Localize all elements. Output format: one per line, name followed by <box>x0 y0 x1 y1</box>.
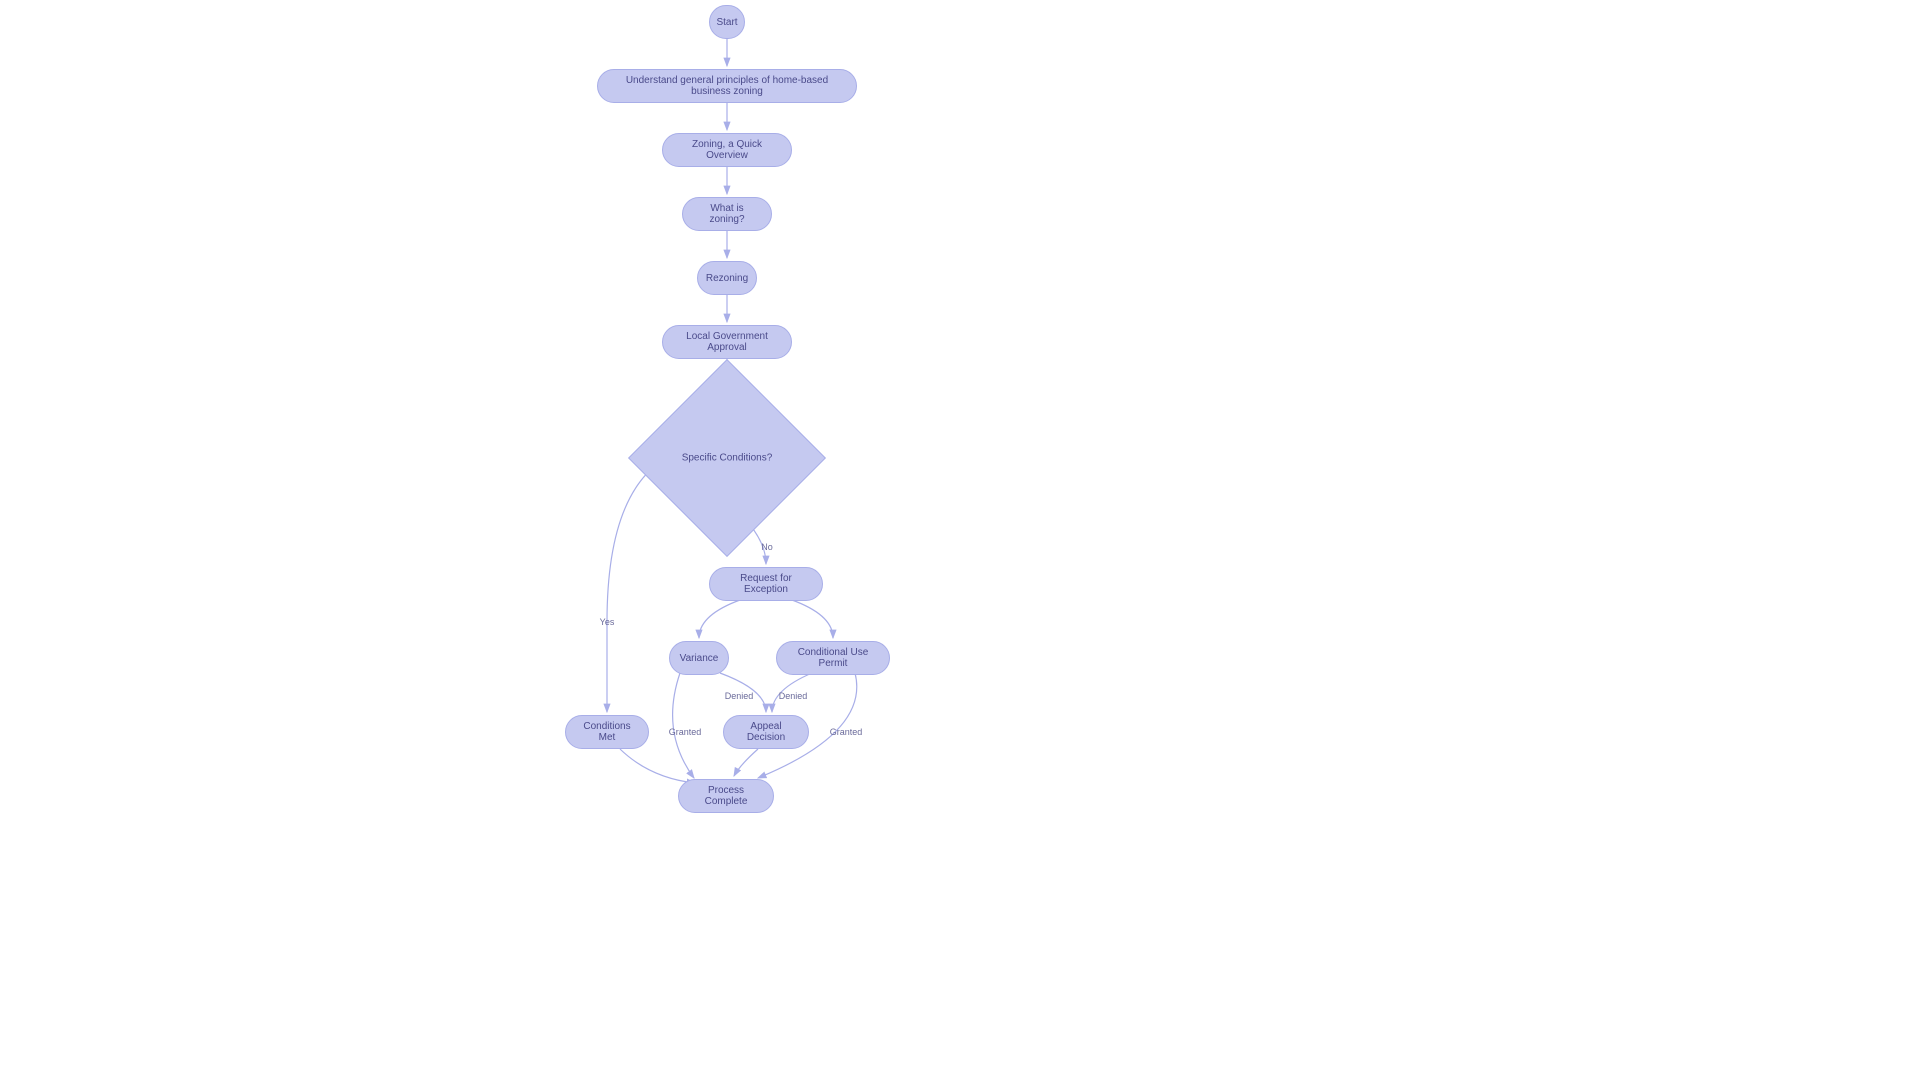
edge-label-cup-complete: Granted <box>830 727 863 737</box>
node-start-label: Start <box>716 17 737 28</box>
node-complete: Process Complete <box>678 779 774 813</box>
node-variance: Variance <box>669 641 729 675</box>
node-reqexc: Request for Exception <box>709 567 823 601</box>
edge-label-conditions-reqexc: No <box>761 542 773 552</box>
flowchart-edges <box>0 0 1920 1080</box>
node-understand: Understand general principles of home-ba… <box>597 69 857 103</box>
edge-variance-complete <box>673 673 694 778</box>
node-whatis: What is zoning? <box>682 197 772 231</box>
node-whatis-label: What is zoning? <box>697 203 757 225</box>
node-understand-label: Understand general principles of home-ba… <box>612 75 842 97</box>
node-rezone-label: Rezoning <box>706 273 748 284</box>
edge-label-variance-appeal: Denied <box>725 691 754 701</box>
node-condmet: Conditions Met <box>565 715 649 749</box>
node-appeal: Appeal Decision <box>723 715 809 749</box>
edge-label-cup-appeal: Denied <box>779 691 808 701</box>
node-overview-label: Zoning, a Quick Overview <box>677 139 777 161</box>
edge-reqexc-variance <box>699 600 740 638</box>
node-variance-label: Variance <box>680 653 719 664</box>
edge-appeal-complete <box>734 749 758 776</box>
node-appeal-label: Appeal Decision <box>738 721 794 743</box>
edge-label-conditions-condmet: Yes <box>600 617 615 627</box>
node-start: Start <box>709 5 745 39</box>
node-localgov-label: Local Government Approval <box>677 331 777 353</box>
node-rezone: Rezoning <box>697 261 757 295</box>
node-complete-label: Process Complete <box>693 785 759 807</box>
edge-label-variance-complete: Granted <box>669 727 702 737</box>
node-localgov: Local Government Approval <box>662 325 792 359</box>
node-cup: Conditional Use Permit <box>776 641 890 675</box>
node-overview: Zoning, a Quick Overview <box>662 133 792 167</box>
node-condmet-label: Conditions Met <box>580 721 634 743</box>
node-cup-label: Conditional Use Permit <box>791 647 875 669</box>
node-conditions-label: Specific Conditions? <box>682 453 773 464</box>
edge-reqexc-cup <box>792 600 833 638</box>
edge-condmet-complete <box>620 749 695 783</box>
edge-conditions-condmet <box>607 462 660 712</box>
node-reqexc-label: Request for Exception <box>724 573 808 595</box>
